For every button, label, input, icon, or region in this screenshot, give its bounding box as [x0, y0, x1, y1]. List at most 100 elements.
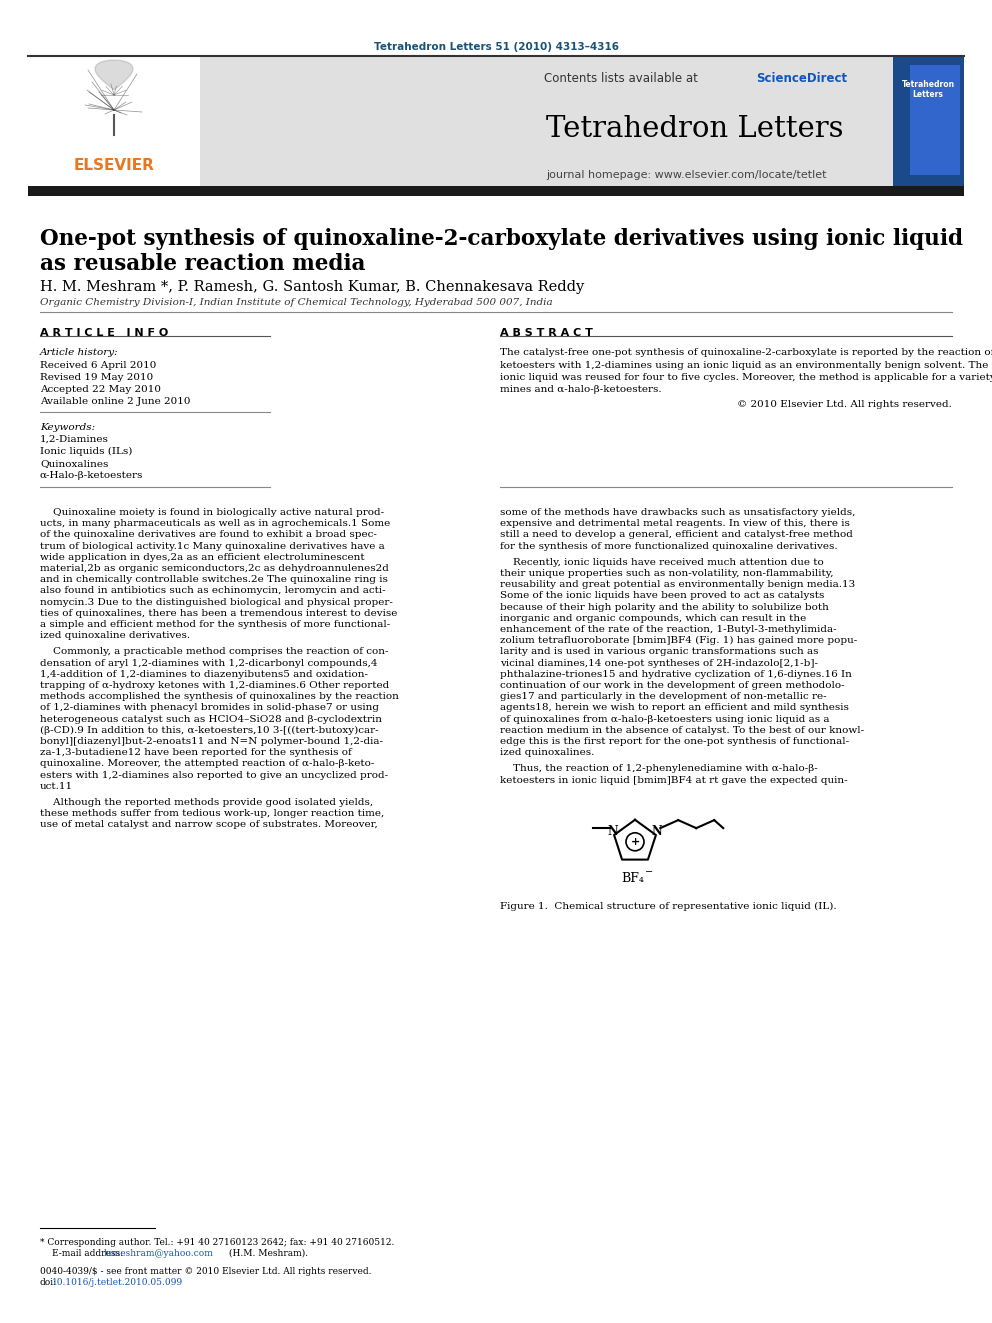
Text: nomycin.3 Due to the distinguished biological and physical proper-: nomycin.3 Due to the distinguished biolo… [40, 598, 393, 607]
Text: ucts, in many pharmaceuticals as well as in agrochemicals.1 Some: ucts, in many pharmaceuticals as well as… [40, 519, 390, 528]
Text: use of metal catalyst and narrow scope of substrates. Moreover,: use of metal catalyst and narrow scope o… [40, 820, 378, 830]
Text: densation of aryl 1,2-diamines with 1,2-dicarbonyl compounds,4: densation of aryl 1,2-diamines with 1,2-… [40, 659, 378, 668]
Text: material,2b as organic semiconductors,2c as dehydroannulenes2d: material,2b as organic semiconductors,2c… [40, 564, 389, 573]
Text: their unique properties such as non-volatility, non-flammability,: their unique properties such as non-vola… [500, 569, 833, 578]
Text: Tetrahedron: Tetrahedron [902, 79, 954, 89]
Text: Thus, the reaction of 1,2-phenylenediamine with α-halo-β-: Thus, the reaction of 1,2-phenylenediami… [500, 765, 817, 774]
Text: Keywords:: Keywords: [40, 423, 95, 433]
Text: reaction medium in the absence of catalyst. To the best of our knowl-: reaction medium in the absence of cataly… [500, 726, 864, 734]
Text: Received 6 April 2010: Received 6 April 2010 [40, 361, 157, 370]
Text: these methods suffer from tedious work-up, longer reaction time,: these methods suffer from tedious work-u… [40, 810, 384, 818]
Text: −: − [645, 868, 653, 877]
Text: trapping of α-hydroxy ketones with 1,2-diamines.6 Other reported: trapping of α-hydroxy ketones with 1,2-d… [40, 681, 389, 691]
Polygon shape [95, 60, 133, 90]
Text: heterogeneous catalyst such as HClO4–SiO28 and β-cyclodextrin: heterogeneous catalyst such as HClO4–SiO… [40, 714, 382, 724]
Text: for the synthesis of more functionalized quinoxaline derivatives.: for the synthesis of more functionalized… [500, 541, 837, 550]
Text: Contents lists available at: Contents lists available at [544, 71, 701, 85]
Text: agents18, herein we wish to report an efficient and mild synthesis: agents18, herein we wish to report an ef… [500, 704, 849, 712]
Text: +: + [630, 837, 640, 847]
Text: Although the reported methods provide good isolated yields,: Although the reported methods provide go… [40, 798, 373, 807]
Text: Revised 19 May 2010: Revised 19 May 2010 [40, 373, 153, 382]
Text: expensive and detrimental metal reagents. In view of this, there is: expensive and detrimental metal reagents… [500, 519, 850, 528]
Text: doi:: doi: [40, 1278, 58, 1287]
Text: α-Halo-β-ketoesters: α-Halo-β-ketoesters [40, 471, 144, 480]
Text: Tetrahedron Letters 51 (2010) 4313–4316: Tetrahedron Letters 51 (2010) 4313–4316 [374, 42, 618, 52]
Text: still a need to develop a general, efficient and catalyst-free method: still a need to develop a general, effic… [500, 531, 853, 540]
Text: One-pot synthesis of quinoxaline-2-carboxylate derivatives using ionic liquid: One-pot synthesis of quinoxaline-2-carbo… [40, 228, 963, 250]
Text: Accepted 22 May 2010: Accepted 22 May 2010 [40, 385, 161, 394]
Text: ELSEVIER: ELSEVIER [73, 157, 155, 173]
Text: Available online 2 June 2010: Available online 2 June 2010 [40, 397, 190, 406]
Text: journal homepage: www.elsevier.com/locate/tetlet: journal homepage: www.elsevier.com/locat… [546, 169, 826, 180]
Text: © 2010 Elsevier Ltd. All rights reserved.: © 2010 Elsevier Ltd. All rights reserved… [737, 400, 952, 409]
Text: larity and is used in various organic transformations such as: larity and is used in various organic tr… [500, 647, 818, 656]
Text: vicinal diamines,14 one-pot syntheses of 2H-indazolo[2,1-b]-: vicinal diamines,14 one-pot syntheses of… [500, 659, 818, 668]
Text: BF₄: BF₄ [622, 872, 645, 885]
FancyBboxPatch shape [910, 65, 960, 175]
Text: uct.11: uct.11 [40, 782, 73, 791]
Text: ketoesters in ionic liquid [bmim]BF4 at rt gave the expected quin-: ketoesters in ionic liquid [bmim]BF4 at … [500, 775, 847, 785]
Text: Letters: Letters [913, 90, 943, 99]
Text: of the quinoxaline derivatives are found to exhibit a broad spec-: of the quinoxaline derivatives are found… [40, 531, 377, 540]
FancyBboxPatch shape [893, 56, 964, 187]
Text: (H.M. Meshram).: (H.M. Meshram). [226, 1249, 309, 1258]
Text: za-1,3-butadiene12 have been reported for the synthesis of: za-1,3-butadiene12 have been reported fo… [40, 749, 352, 757]
Text: 0040-4039/$ - see front matter © 2010 Elsevier Ltd. All rights reserved.: 0040-4039/$ - see front matter © 2010 El… [40, 1267, 371, 1275]
Text: (β-CD).9 In addition to this, α-ketoesters,10 3-[((tert-butoxy)car-: (β-CD).9 In addition to this, α-ketoeste… [40, 726, 379, 734]
Text: The catalyst-free one-pot synthesis of quinoxaline-2-carboxylate is reported by : The catalyst-free one-pot synthesis of q… [500, 348, 992, 357]
Text: lumeshram@yahoo.com: lumeshram@yahoo.com [104, 1249, 214, 1258]
Text: Quinoxaline moiety is found in biologically active natural prod-: Quinoxaline moiety is found in biologica… [40, 508, 384, 517]
FancyBboxPatch shape [200, 56, 893, 187]
Text: gies17 and particularly in the development of non-metallic re-: gies17 and particularly in the developme… [500, 692, 826, 701]
Text: reusability and great potential as environmentally benign media.13: reusability and great potential as envir… [500, 581, 855, 589]
FancyBboxPatch shape [28, 56, 200, 187]
Text: 10.1016/j.tetlet.2010.05.099: 10.1016/j.tetlet.2010.05.099 [52, 1278, 184, 1287]
Text: continuation of our work in the development of green methodolo-: continuation of our work in the developm… [500, 681, 844, 691]
Text: N: N [652, 824, 663, 837]
Text: a simple and efficient method for the synthesis of more functional-: a simple and efficient method for the sy… [40, 620, 390, 628]
Text: quinoxaline. Moreover, the attempted reaction of α-halo-β-keto-: quinoxaline. Moreover, the attempted rea… [40, 759, 374, 769]
FancyBboxPatch shape [28, 187, 964, 196]
Text: ionic liquid was reused for four to five cycles. Moreover, the method is applica: ionic liquid was reused for four to five… [500, 373, 992, 382]
Text: A R T I C L E   I N F O: A R T I C L E I N F O [40, 328, 169, 337]
Text: ketoesters with 1,2-diamines using an ionic liquid as an environmentally benign : ketoesters with 1,2-diamines using an io… [500, 360, 992, 369]
Text: ized quinoxalines.: ized quinoxalines. [500, 749, 594, 757]
Text: bonyl][diazenyl]but-2-enoats11 and N=N polymer-bound 1,2-dia-: bonyl][diazenyl]but-2-enoats11 and N=N p… [40, 737, 383, 746]
Text: Organic Chemistry Division-I, Indian Institute of Chemical Technology, Hyderabad: Organic Chemistry Division-I, Indian Ins… [40, 298, 553, 307]
Text: of 1,2-diamines with phenacyl bromides in solid-phase7 or using: of 1,2-diamines with phenacyl bromides i… [40, 704, 379, 712]
Text: and in chemically controllable switches.2e The quinoxaline ring is: and in chemically controllable switches.… [40, 576, 388, 585]
Text: edge this is the first report for the one-pot synthesis of functional-: edge this is the first report for the on… [500, 737, 849, 746]
Text: Figure 1.  Chemical structure of representative ionic liquid (IL).: Figure 1. Chemical structure of represen… [500, 902, 836, 912]
Text: esters with 1,2-diamines also reported to give an uncyclized prod-: esters with 1,2-diamines also reported t… [40, 770, 388, 779]
Text: Ionic liquids (ILs): Ionic liquids (ILs) [40, 447, 132, 456]
Text: 1,2-Diamines: 1,2-Diamines [40, 435, 109, 445]
Text: as reusable reaction media: as reusable reaction media [40, 253, 365, 275]
Text: mines and α-halo-β-ketoesters.: mines and α-halo-β-ketoesters. [500, 385, 662, 394]
Text: 1,4-addition of 1,2-diamines to diazenyibutens5 and oxidation-: 1,4-addition of 1,2-diamines to diazenyi… [40, 669, 368, 679]
Text: A B S T R A C T: A B S T R A C T [500, 328, 593, 337]
Text: inorganic and organic compounds, which can result in the: inorganic and organic compounds, which c… [500, 614, 806, 623]
Text: Quinoxalines: Quinoxalines [40, 459, 108, 468]
Text: E-mail address:: E-mail address: [52, 1249, 126, 1258]
Text: N: N [607, 824, 618, 837]
Text: phthalazine-triones15 and hydrative cyclization of 1,6-diynes.16 In: phthalazine-triones15 and hydrative cycl… [500, 669, 852, 679]
Text: Recently, ionic liquids have received much attention due to: Recently, ionic liquids have received mu… [500, 558, 823, 566]
Text: some of the methods have drawbacks such as unsatisfactory yields,: some of the methods have drawbacks such … [500, 508, 855, 517]
Text: also found in antibiotics such as echinomycin, leromycin and acti-: also found in antibiotics such as echino… [40, 586, 386, 595]
Text: H. M. Meshram *, P. Ramesh, G. Santosh Kumar, B. Chennakesava Reddy: H. M. Meshram *, P. Ramesh, G. Santosh K… [40, 280, 584, 294]
Text: Article history:: Article history: [40, 348, 119, 357]
Text: enhancement of the rate of the reaction, 1-Butyl-3-methylimida-: enhancement of the rate of the reaction,… [500, 624, 836, 634]
Text: Some of the ionic liquids have been proved to act as catalysts: Some of the ionic liquids have been prov… [500, 591, 824, 601]
Text: zolium tetrafluoroborate [bmim]BF4 (Fig. 1) has gained more popu-: zolium tetrafluoroborate [bmim]BF4 (Fig.… [500, 636, 857, 646]
Text: ties of quinoxalines, there has been a tremendous interest to devise: ties of quinoxalines, there has been a t… [40, 609, 398, 618]
Text: wide application in dyes,2a as an efficient electroluminescent: wide application in dyes,2a as an effici… [40, 553, 365, 562]
Text: methods accomplished the synthesis of quinoxalines by the reaction: methods accomplished the synthesis of qu… [40, 692, 399, 701]
Text: * Corresponding author. Tel.: +91 40 27160123 2642; fax: +91 40 27160512.: * Corresponding author. Tel.: +91 40 271… [40, 1238, 395, 1248]
Text: Commonly, a practicable method comprises the reaction of con-: Commonly, a practicable method comprises… [40, 647, 389, 656]
Text: trum of biological activity.1c Many quinoxaline derivatives have a: trum of biological activity.1c Many quin… [40, 541, 385, 550]
Text: ized quinoxaline derivatives.: ized quinoxaline derivatives. [40, 631, 190, 640]
Text: ScienceDirect: ScienceDirect [756, 71, 847, 85]
Text: Tetrahedron Letters: Tetrahedron Letters [546, 115, 843, 143]
Text: of quinoxalines from α-halo-β-ketoesters using ionic liquid as a: of quinoxalines from α-halo-β-ketoesters… [500, 714, 829, 724]
Text: because of their high polarity and the ability to solubilize both: because of their high polarity and the a… [500, 602, 829, 611]
